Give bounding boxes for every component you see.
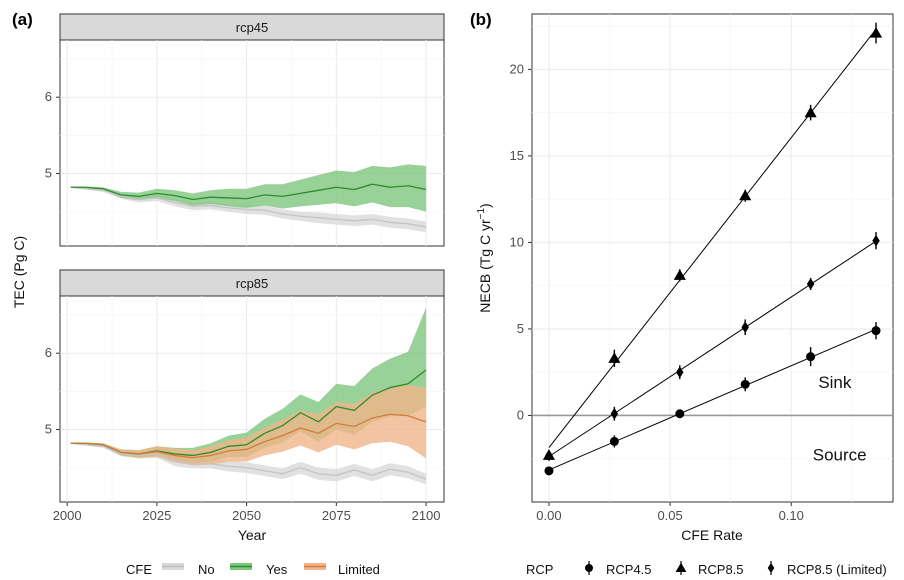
point-rcp4-5: [740, 379, 750, 389]
fit-line-rcp8-5-limited: [548, 240, 877, 457]
x-tick-label: 2025: [142, 508, 171, 523]
fit-line-rcp8-5: [548, 28, 877, 448]
legend-cfe: CFE No Yes Limited: [126, 562, 380, 577]
point-rcp4-5: [609, 436, 619, 446]
point-rcp4-5: [806, 352, 816, 362]
y-tick-label: 10: [510, 234, 524, 249]
ribbon-limited: [70, 385, 427, 466]
legend-cfe-title: CFE: [126, 562, 152, 577]
y-tick-label: 6: [45, 345, 52, 360]
line-limited: [70, 413, 427, 459]
legend-label-yes: Yes: [266, 562, 288, 577]
plot-content-rcp85: [60, 296, 444, 502]
y-tick-label: 6: [45, 89, 52, 104]
ribbon-yes: [70, 164, 427, 212]
point-rcp8-5: [869, 26, 883, 38]
panel-b-x-axis-title: CFE Rate: [681, 527, 743, 543]
y-tick-label: 0: [517, 407, 524, 422]
line-yes: [70, 183, 427, 201]
panel-b-y-axis-title-main: NECB (Tg C yr: [477, 219, 493, 313]
x-tick-label: 2000: [53, 508, 82, 523]
point-rcp8-5-limited: [676, 366, 684, 379]
point-rcp8-5-limited: [545, 449, 553, 462]
legend-key-rcp85-limited: [767, 562, 775, 574]
y-tick-label: 20: [510, 61, 524, 76]
legend-label-no: No: [198, 562, 215, 577]
legend-label-rcp45: RCP4.5: [606, 562, 652, 577]
legend-rcp-keys: [585, 561, 775, 575]
legend-key-rcp45: [585, 564, 593, 572]
point-rcp8-5-limited: [872, 234, 880, 247]
panel-a-x-axis-title: Year: [238, 527, 267, 543]
facet-rcp45: rcp45: [59, 13, 445, 247]
panel-b-y-axis-title: NECB (Tg C yr−1): [476, 203, 493, 312]
legend-label-rcp85-limited: RCP8.5 (Limited): [787, 562, 887, 577]
panel-a-label: (a): [12, 10, 33, 29]
legend-key-rcp85: [675, 562, 687, 573]
x-tick-label: 0.05: [657, 508, 682, 523]
point-rcp8-5: [673, 269, 686, 280]
plot-content-rcp45: [60, 40, 444, 246]
legend-rcp-title: RCP: [526, 562, 553, 577]
y-tick-label: 15: [510, 148, 524, 163]
line-no: [70, 442, 427, 480]
point-rcp8-5: [804, 106, 817, 118]
facet-rcp85: rcp85: [59, 269, 445, 503]
x-tick-label: 2050: [232, 508, 261, 523]
legend-label-limited: Limited: [338, 562, 380, 577]
facet-strip-label-rcp45: rcp45: [236, 20, 269, 35]
y-tick-label: 5: [45, 166, 52, 181]
line-no: [70, 186, 427, 228]
point-rcp8-5-limited: [610, 407, 619, 420]
plot-content-necb: Sink Source: [532, 14, 893, 502]
panel-a-y-axis-title: TEC (Pg C): [11, 236, 27, 308]
point-rcp8-5: [739, 189, 752, 201]
point-rcp8-5-limited: [806, 278, 815, 290]
panel-b-label: (b): [470, 10, 492, 29]
y-tick-label: 5: [45, 422, 52, 437]
annotation-sink: Sink: [818, 373, 852, 392]
y-tick-label: 5: [517, 321, 524, 336]
plot-area-rcp45: [59, 39, 445, 247]
point-rcp8-5: [608, 352, 621, 363]
point-rcp8-5-limited: [741, 321, 749, 334]
point-rcp4-5: [871, 326, 881, 336]
x-tick-label: 2075: [322, 508, 351, 523]
fit-line-rcp4-5: [548, 328, 877, 471]
point-rcp4-5: [675, 409, 685, 419]
legend-rcp: RCP RCP4.5 RCP8.5 RCP8.5 (Limited): [526, 561, 887, 577]
panel-b-y-axis-title-sup: −1: [476, 208, 487, 220]
x-tick-label: 2100: [412, 508, 441, 523]
legend-label-rcp85: RCP8.5: [698, 562, 744, 577]
point-rcp4-5: [544, 466, 554, 476]
facet-strip-rcp45: [59, 13, 445, 41]
panel-b-y-axis-title-end: ): [477, 203, 493, 208]
x-tick-label: 0.10: [779, 508, 804, 523]
annotation-source: Source: [813, 445, 867, 464]
plot-area-necb: [531, 13, 894, 503]
facet-strip-label-rcp85: rcp85: [236, 276, 269, 291]
x-tick-label: 0.00: [536, 508, 561, 523]
